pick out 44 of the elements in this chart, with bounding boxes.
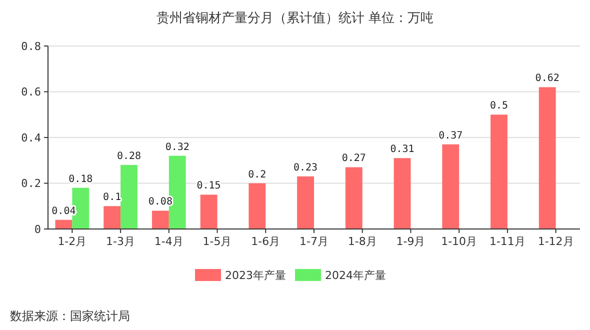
x-tick-label: 1-8月 [348, 235, 377, 248]
data-label: 0.31 [390, 144, 414, 156]
y-tick-label: 0.6 [21, 86, 41, 99]
data-label: 0.5 [490, 100, 508, 112]
bar [490, 114, 508, 229]
legend-label: 2024年产量 [325, 268, 386, 282]
data-label: 0.62 [535, 73, 560, 84]
legend-label: 2023年产量 [225, 268, 286, 282]
data-label: 0.27 [342, 153, 366, 164]
bar [120, 164, 138, 229]
data-label: 0.18 [68, 174, 93, 185]
x-tick-label: 1-11月 [489, 235, 526, 248]
bar [248, 183, 266, 229]
y-tick-label: 0 [34, 222, 41, 236]
x-tick-label: 1-12月 [538, 235, 574, 248]
x-tick-label: 1-7月 [300, 235, 328, 248]
chart-title: 贵州省铜材产量分月（累计值）统计 单位：万吨 [156, 11, 434, 26]
y-tick-label: 0.4 [21, 131, 42, 144]
x-tick-label: 1-6月 [251, 235, 280, 248]
bar [345, 167, 362, 229]
data-label: 0.1 [103, 192, 122, 204]
data-label: 0.15 [196, 180, 221, 192]
y-tick-label: 0.2 [21, 177, 41, 190]
bar [394, 158, 411, 229]
data-label: 0.2 [248, 169, 266, 180]
x-tick-label: 1-3月 [106, 235, 136, 248]
x-tick-label: 1-9月 [396, 235, 426, 248]
y-tick-label: 0.8 [21, 40, 41, 53]
bar [104, 206, 121, 229]
bar [538, 87, 556, 229]
data-label: 0.23 [293, 162, 318, 174]
x-tick-label: 1-10月 [441, 235, 478, 248]
data-label: 0.37 [438, 130, 463, 142]
bar [55, 220, 72, 229]
source-note: 数据来源：国家统计局 [10, 309, 130, 323]
x-tick-label: 1-2月 [58, 235, 87, 248]
x-tick-label: 1-4月 [154, 235, 184, 248]
data-label: 0.32 [165, 142, 190, 153]
bar [442, 144, 460, 229]
bar [297, 176, 314, 229]
x-tick-label: 1-5月 [202, 235, 232, 248]
bar [200, 194, 218, 229]
data-label: 0.28 [116, 150, 142, 162]
bar [152, 210, 169, 229]
